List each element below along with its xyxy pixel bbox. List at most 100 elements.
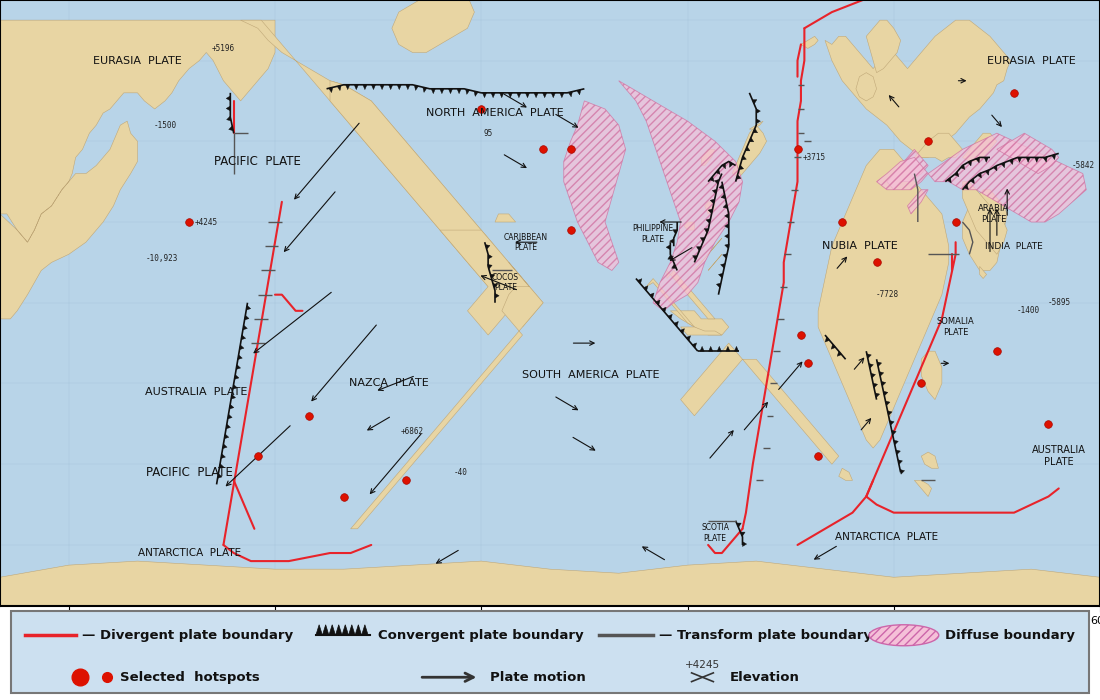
Polygon shape — [873, 383, 878, 388]
Polygon shape — [1043, 157, 1047, 162]
Polygon shape — [218, 473, 222, 478]
Polygon shape — [749, 137, 754, 142]
Polygon shape — [488, 254, 493, 259]
Polygon shape — [888, 411, 892, 416]
Polygon shape — [670, 311, 728, 335]
Polygon shape — [644, 286, 648, 291]
Polygon shape — [877, 362, 881, 367]
Polygon shape — [716, 283, 720, 288]
Polygon shape — [244, 315, 249, 320]
Polygon shape — [667, 270, 715, 319]
Polygon shape — [706, 218, 711, 223]
Polygon shape — [440, 89, 444, 94]
Polygon shape — [694, 238, 722, 270]
Polygon shape — [692, 343, 696, 348]
Polygon shape — [741, 155, 746, 160]
Polygon shape — [757, 108, 760, 113]
Polygon shape — [656, 300, 660, 305]
Polygon shape — [955, 172, 959, 176]
Polygon shape — [362, 624, 369, 636]
Polygon shape — [964, 184, 968, 190]
Polygon shape — [895, 450, 901, 454]
Polygon shape — [668, 314, 672, 319]
Text: -40: -40 — [453, 468, 468, 477]
Polygon shape — [388, 85, 393, 90]
Text: +3715: +3715 — [803, 153, 826, 162]
Polygon shape — [668, 255, 672, 259]
Polygon shape — [349, 624, 355, 636]
Polygon shape — [720, 194, 726, 199]
Polygon shape — [986, 170, 989, 175]
Polygon shape — [735, 346, 738, 351]
Polygon shape — [355, 624, 362, 636]
Polygon shape — [757, 119, 760, 124]
Polygon shape — [638, 279, 642, 284]
Polygon shape — [0, 561, 1100, 605]
Polygon shape — [716, 169, 720, 174]
Polygon shape — [970, 178, 975, 183]
Polygon shape — [330, 80, 543, 327]
Polygon shape — [980, 267, 987, 279]
Polygon shape — [0, 20, 275, 319]
Polygon shape — [894, 440, 899, 444]
Polygon shape — [1001, 162, 1005, 168]
Polygon shape — [449, 89, 452, 94]
Text: Plate motion: Plate motion — [491, 671, 586, 684]
Polygon shape — [818, 149, 948, 448]
Polygon shape — [900, 470, 904, 474]
Text: NORTH  AMERICA  PLATE: NORTH AMERICA PLATE — [426, 108, 564, 118]
Ellipse shape — [869, 624, 938, 645]
Polygon shape — [491, 93, 495, 98]
Polygon shape — [710, 176, 714, 181]
Polygon shape — [495, 293, 499, 298]
Text: — Divergent plate boundary: — Divergent plate boundary — [81, 629, 293, 642]
Text: -10,923: -10,923 — [145, 254, 178, 262]
Polygon shape — [726, 346, 730, 351]
Polygon shape — [338, 85, 341, 90]
Text: COCOS
PLATE: COCOS PLATE — [492, 273, 519, 293]
Polygon shape — [838, 468, 853, 480]
Text: +4245: +4245 — [195, 218, 218, 227]
Text: -7728: -7728 — [876, 290, 899, 299]
Polygon shape — [869, 363, 873, 368]
Polygon shape — [1052, 154, 1056, 160]
Polygon shape — [316, 624, 322, 636]
Polygon shape — [219, 463, 223, 468]
Text: -5842: -5842 — [1071, 161, 1094, 170]
Polygon shape — [701, 238, 705, 242]
Polygon shape — [493, 284, 497, 288]
Text: NAZCA  PLATE: NAZCA PLATE — [349, 379, 428, 389]
Polygon shape — [914, 133, 962, 162]
Text: ANTARCTICA  PLATE: ANTARCTICA PLATE — [835, 532, 938, 542]
Polygon shape — [705, 202, 715, 214]
Text: ANTARCTICA  PLATE: ANTARCTICA PLATE — [138, 548, 241, 558]
Polygon shape — [686, 336, 691, 341]
Polygon shape — [485, 245, 490, 249]
Polygon shape — [227, 96, 230, 101]
Text: EURASIA  PLATE: EURASIA PLATE — [94, 55, 182, 66]
Polygon shape — [1010, 159, 1013, 164]
Polygon shape — [526, 93, 529, 98]
Polygon shape — [922, 452, 938, 468]
Text: -5895: -5895 — [1047, 298, 1070, 307]
Polygon shape — [962, 181, 1008, 254]
Polygon shape — [563, 101, 626, 270]
Polygon shape — [222, 444, 227, 449]
Polygon shape — [908, 190, 928, 214]
Polygon shape — [569, 92, 572, 97]
Polygon shape — [876, 393, 880, 398]
Polygon shape — [749, 121, 763, 130]
Polygon shape — [465, 89, 470, 95]
Polygon shape — [406, 85, 410, 90]
Polygon shape — [702, 149, 715, 165]
Text: Convergent plate boundary: Convergent plate boundary — [378, 629, 584, 642]
Polygon shape — [415, 85, 418, 90]
Polygon shape — [680, 328, 684, 334]
Text: AUSTRALIA  PLATE: AUSTRALIA PLATE — [145, 386, 248, 397]
Polygon shape — [890, 421, 894, 426]
Polygon shape — [693, 256, 697, 260]
Text: PHILIPPINE
PLATE: PHILIPPINE PLATE — [632, 225, 673, 244]
Polygon shape — [440, 230, 529, 335]
Polygon shape — [684, 222, 694, 230]
Polygon shape — [495, 214, 516, 222]
